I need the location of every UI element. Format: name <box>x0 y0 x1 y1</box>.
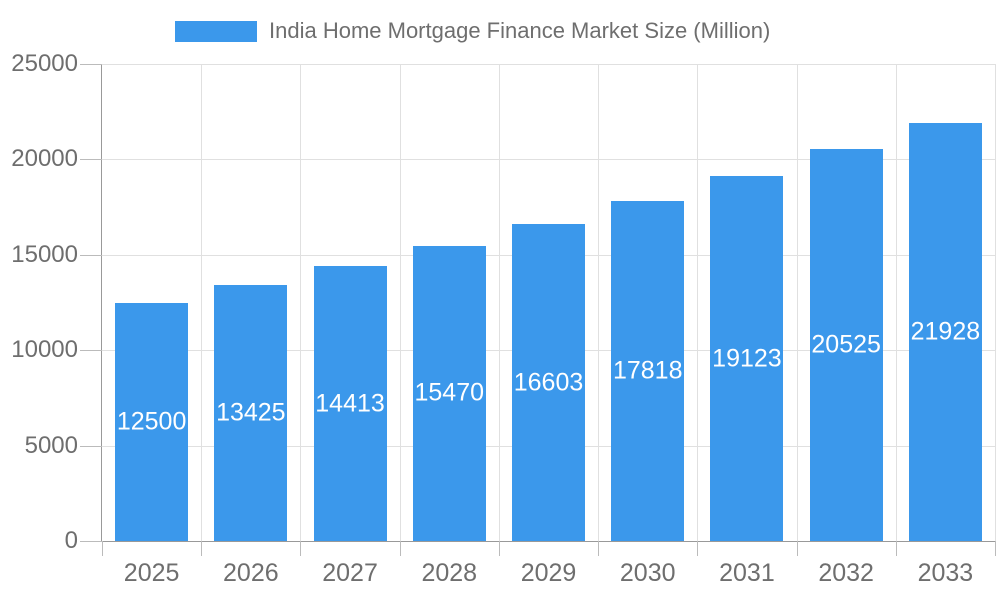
bar-value-label: 13425 <box>216 398 286 427</box>
y-axis-label: 0 <box>64 527 78 554</box>
x-grid-line <box>796 64 798 541</box>
bar[interactable]: 20525 <box>809 149 883 541</box>
y-grid-line <box>102 159 995 161</box>
x-axis-tick <box>995 541 996 556</box>
x-grid-line <box>399 64 401 541</box>
bar-value-label: 20525 <box>811 330 881 359</box>
legend-swatch-icon <box>175 20 257 42</box>
x-grid-line <box>995 64 996 541</box>
y-axis-label: 10000 <box>11 336 78 364</box>
y-axis-label: 15000 <box>11 240 78 268</box>
y-axis-tick <box>80 159 102 161</box>
y-grid-line <box>102 64 995 65</box>
x-axis-tick <box>697 541 699 556</box>
x-axis-tick <box>598 541 600 556</box>
bar-value-label: 19123 <box>712 344 782 373</box>
bar[interactable]: 17818 <box>611 201 685 541</box>
x-axis-tick <box>201 541 203 556</box>
y-axis-tick <box>80 541 102 542</box>
x-grid-line <box>300 64 302 541</box>
x-axis-label: 2032 <box>818 559 874 587</box>
bar[interactable]: 21928 <box>908 122 982 541</box>
y-axis-tick <box>80 445 102 447</box>
x-grid-line <box>895 64 897 541</box>
x-axis-label: 2027 <box>322 559 378 587</box>
x-grid-line <box>598 64 600 541</box>
y-axis-tick <box>80 350 102 352</box>
y-axis-tick <box>80 254 102 256</box>
bar[interactable]: 13425 <box>214 284 288 541</box>
bar-value-label: 14413 <box>315 389 385 417</box>
bar-value-label: 12500 <box>116 407 187 436</box>
x-axis-tick <box>399 541 401 556</box>
bar[interactable]: 15470 <box>412 245 486 541</box>
legend-item[interactable]: India Home Mortgage Finance Market Size … <box>175 18 770 44</box>
y-axis-label: 5000 <box>24 431 78 459</box>
bar-value-label: 17818 <box>612 356 683 385</box>
x-axis-label: 2028 <box>421 559 478 587</box>
x-grid-line <box>201 64 203 541</box>
legend-label: India Home Mortgage Finance Market Size … <box>269 18 771 43</box>
x-axis-label: 2033 <box>917 559 974 587</box>
bar[interactable]: 16603 <box>512 224 585 541</box>
x-axis-label: 2026 <box>223 559 279 587</box>
y-axis-tick <box>80 64 102 65</box>
x-axis-tick <box>102 541 103 556</box>
y-axis-label: 25000 <box>11 50 78 77</box>
x-axis-label: 2030 <box>619 559 676 587</box>
x-grid-line <box>697 64 699 541</box>
plot-area: 0 5000 10000 15000 20000 25000 12500 2025 13425 2… <box>11 50 996 587</box>
x-axis-tick <box>895 541 897 556</box>
x-axis-label: 2029 <box>520 559 577 587</box>
bar-value-label: 21928 <box>910 317 981 346</box>
bar-value-label: 15470 <box>414 378 485 407</box>
bar-value-label: 16603 <box>513 368 584 397</box>
bar[interactable]: 14413 <box>313 266 387 541</box>
y-axis-label: 20000 <box>11 145 78 173</box>
x-axis-tick <box>796 541 798 556</box>
bar[interactable]: 19123 <box>710 176 784 541</box>
x-axis-label: 2031 <box>719 559 775 587</box>
x-axis-tick <box>498 541 500 556</box>
bar[interactable]: 12500 <box>115 302 189 541</box>
x-grid-line <box>498 64 500 541</box>
x-axis-label: 2025 <box>123 559 180 587</box>
x-axis-tick <box>300 541 302 556</box>
